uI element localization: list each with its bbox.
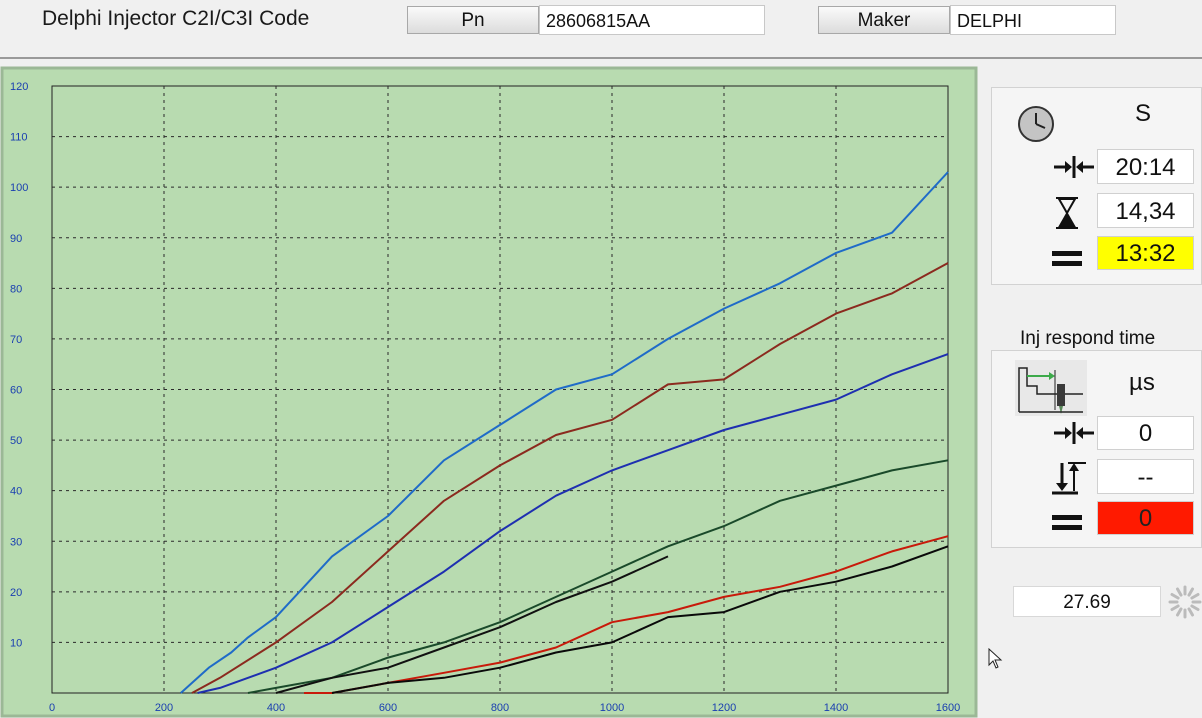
y-tick-label: 30 (10, 536, 22, 548)
y-tick-label: 10 (10, 637, 22, 649)
y-tick-label: 60 (10, 385, 22, 397)
spinner-tick (1176, 587, 1183, 597)
inj-interval-arrows-icon (1054, 422, 1094, 444)
series-line-2 (191, 262, 949, 694)
series-line-5 (275, 555, 669, 694)
spinner-tick (1170, 593, 1180, 600)
x-tick-label: 600 (379, 702, 397, 714)
y-tick-label: 20 (10, 587, 22, 599)
y-tick-label: 70 (10, 334, 22, 346)
page-title: Delphi Injector C2I/C3I Code (42, 7, 310, 30)
interval-arrows-icon (1054, 156, 1094, 178)
inj-unit: µs (1129, 369, 1155, 396)
inj-respond-label: Inj respond time (1020, 328, 1156, 349)
header-divider (0, 57, 1202, 59)
series-line-4 (247, 459, 949, 694)
x-tick-label: 1400 (824, 702, 848, 714)
pn-field[interactable]: 28606815AA (539, 5, 765, 35)
timer-unit: S (1135, 100, 1152, 127)
x-tick-label: 800 (491, 702, 509, 714)
vertical-arrows-icon (1052, 462, 1086, 495)
y-tick-label: 40 (10, 486, 22, 498)
spinner-tick (1170, 604, 1180, 611)
timer-interval-value: 20:14 (1097, 149, 1194, 184)
x-tick-label: 1600 (936, 702, 960, 714)
x-tick-label: 0 (49, 702, 55, 714)
x-tick-label: 200 (155, 702, 173, 714)
series-line-1 (180, 171, 949, 694)
injector-signal-icon (1015, 360, 1087, 416)
y-tick-label: 120 (10, 81, 28, 93)
maker-field[interactable]: DELPHI (950, 5, 1116, 35)
chart-svg: 0 200 400 600 800 1000 1200 1400 1600 10 20 30 40 50 6… (0, 66, 978, 718)
y-tick-label: 90 (10, 233, 22, 245)
flow-chart: 0 200 400 600 800 1000 1200 1400 1600 10 20 30 40 50 6… (0, 66, 978, 718)
maker-button[interactable]: Maker (818, 6, 950, 34)
inj-height-value: -- (1097, 459, 1194, 494)
spinner-tick (1187, 607, 1194, 617)
inj-result-value: 0 (1097, 501, 1194, 535)
series-line-7 (331, 545, 949, 694)
mouse-cursor-icon (988, 648, 1003, 669)
x-tick-label: 1200 (712, 702, 736, 714)
spinner-tick (1190, 604, 1200, 611)
series-line-3 (197, 353, 949, 694)
inj-equals-icon (1052, 515, 1082, 530)
y-tick-label: 50 (10, 435, 22, 447)
y-tick-label: 110 (10, 132, 28, 144)
x-tick-label: 400 (267, 702, 285, 714)
y-tick-label: 100 (10, 182, 28, 194)
clock-icon (1018, 106, 1054, 142)
flow-readout: 27.69 (1013, 586, 1161, 617)
timer-elapsed-value: 14,34 (1097, 193, 1194, 228)
inj-interval-value: 0 (1097, 416, 1194, 450)
hourglass-icon (1056, 197, 1078, 229)
loading-spinner-icon (1168, 585, 1202, 619)
equals-icon (1052, 251, 1082, 266)
timer-result-value: 13:32 (1097, 236, 1194, 270)
spinner-tick (1187, 587, 1194, 597)
y-tick-label: 80 (10, 283, 22, 295)
pn-button[interactable]: Pn (407, 6, 539, 34)
spinner-tick (1176, 607, 1183, 617)
spinner-tick (1190, 593, 1200, 600)
x-tick-label: 1000 (600, 702, 624, 714)
